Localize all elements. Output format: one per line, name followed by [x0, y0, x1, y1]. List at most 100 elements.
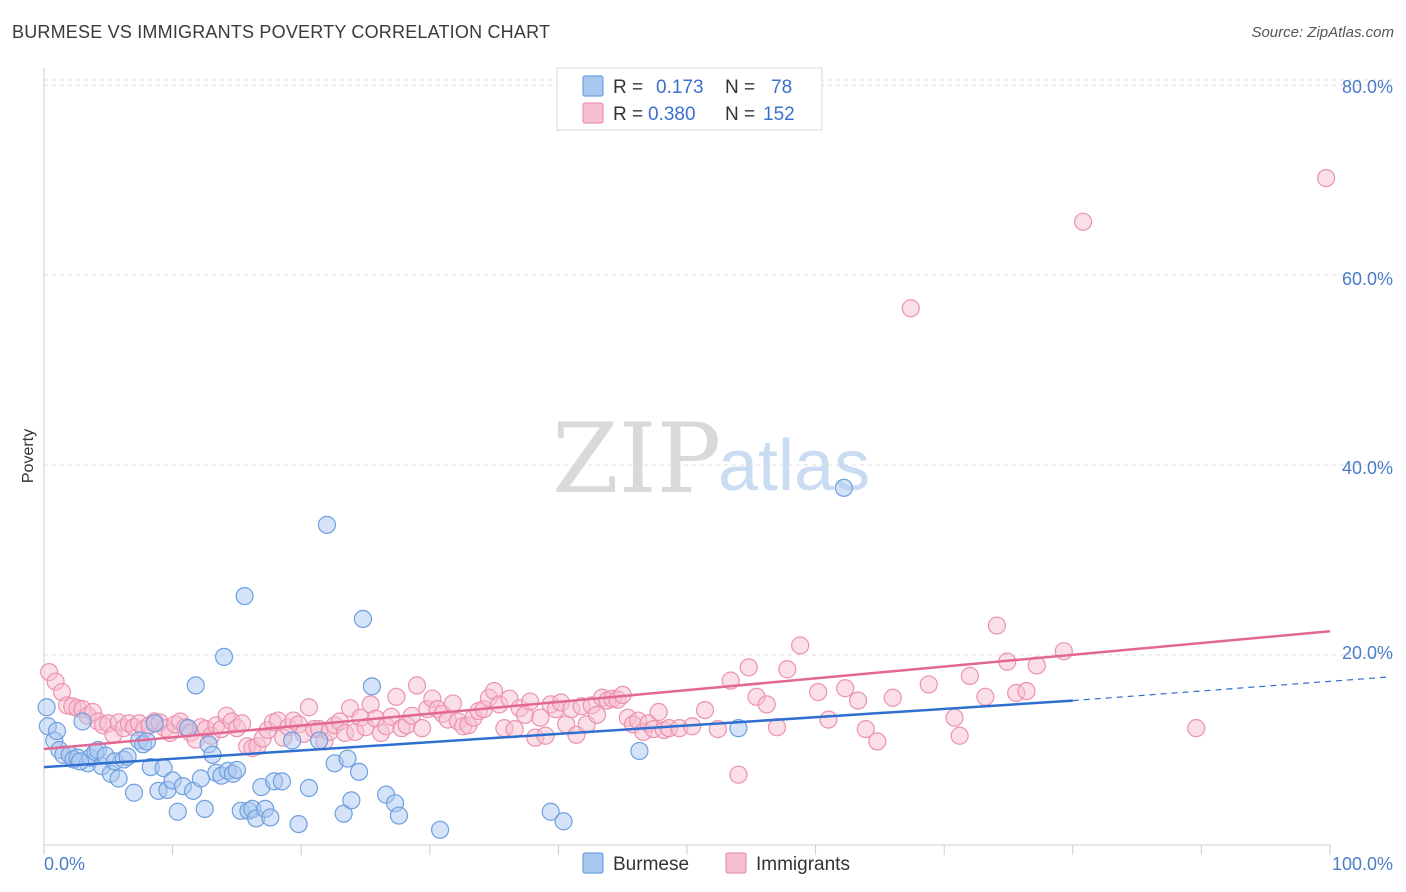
immigrants-point-50 — [299, 698, 319, 717]
legend-r-value-burmese: 0.173 — [656, 77, 704, 98]
burmese-series — [37, 478, 853, 839]
y-tick-label-40: 40.0% — [1342, 458, 1393, 478]
immigrants-point-137 — [856, 719, 875, 739]
burmese-trend-line — [43, 699, 1073, 769]
burmese-point-65 — [353, 609, 373, 629]
immigrants-point-127 — [739, 658, 758, 677]
burmese-point-2 — [47, 721, 66, 741]
immigrants-point-93 — [521, 692, 540, 711]
burmese-point-63 — [342, 791, 361, 810]
burmese-point-55 — [283, 731, 302, 750]
burmese-point-73 — [630, 741, 649, 761]
burmese-point-70 — [430, 820, 450, 839]
immigrants-point-138 — [868, 732, 887, 751]
burmese-point-20 — [124, 783, 144, 802]
chart-title: BURMESE VS IMMIGRANTS POVERTY CORRELATIO… — [12, 22, 551, 42]
burmese-point-44 — [227, 760, 246, 780]
burmese-point-66 — [362, 677, 382, 696]
burmese-point-35 — [191, 769, 210, 788]
burmese-point-59 — [317, 515, 337, 534]
legend-r-value-immigrants: 0.380 — [648, 104, 696, 125]
burmese-point-58 — [310, 731, 329, 750]
bottom-legend-swatch-immigrants — [725, 852, 747, 874]
immigrants-point-143 — [950, 726, 969, 745]
series-legend: Burmese Immigrants — [582, 852, 850, 875]
burmese-point-64 — [349, 762, 369, 781]
legend-n-label-immigrants: N = — [725, 104, 755, 125]
burmese-point-62 — [338, 749, 357, 768]
legend-n-value-immigrants: 152 — [763, 104, 795, 125]
immigrants-point-133 — [809, 682, 828, 702]
burmese-point-30 — [168, 802, 187, 821]
immigrants-point-71 — [407, 676, 427, 695]
legend-n-label-burmese: N = — [725, 77, 755, 98]
y-axis-label: Poverty — [20, 429, 37, 483]
y-tick-label-60: 60.0% — [1342, 269, 1393, 289]
legend-r-label-burmese: R = — [613, 77, 643, 98]
y-tick-label-20: 20.0% — [1342, 643, 1393, 663]
immigrants-point-135 — [836, 679, 855, 698]
immigrants-point-118 — [649, 702, 668, 722]
immigrants-point-141 — [919, 675, 938, 694]
x-tick-label-min: 0.0% — [44, 854, 85, 874]
burmese-point-57 — [299, 778, 319, 798]
legend-swatch-burmese — [582, 75, 604, 97]
immigrants-point-126 — [729, 765, 748, 784]
burmese-point-56 — [289, 814, 308, 834]
immigrants-point-134 — [819, 710, 838, 729]
burmese-point-71 — [541, 802, 560, 821]
burmese-point-75 — [834, 478, 853, 497]
burmese-point-36 — [195, 799, 214, 819]
burmese-point-34 — [186, 676, 205, 695]
source-label: Source: ZipAtlas.com — [1251, 24, 1394, 41]
immigrants-point-129 — [757, 695, 776, 714]
immigrants-point-145 — [976, 687, 995, 706]
immigrants-point-131 — [778, 660, 797, 679]
legend-r-label-immigrants: R = — [613, 104, 643, 125]
immigrants-point-152 — [1073, 212, 1093, 231]
burmese-point-74 — [729, 719, 748, 738]
immigrants-point-78 — [443, 694, 463, 713]
immigrants-point-153 — [1187, 719, 1206, 738]
burmese-point-46 — [235, 586, 254, 606]
legend-n-value-burmese: 78 — [771, 77, 792, 98]
bottom-legend-label-immigrants: Immigrants — [756, 854, 850, 875]
correlation-legend: R = 0.173 N = 78 R = 0.380 N = 152 — [556, 67, 823, 131]
burmese-point-41 — [214, 647, 234, 667]
immigrants-point-95 — [531, 708, 550, 727]
immigrants-point-144 — [960, 666, 980, 686]
y-tick-label-80: 80.0% — [1342, 77, 1393, 97]
immigrants-point-146 — [987, 616, 1007, 635]
burmese-point-8 — [73, 712, 92, 731]
immigrants-point-123 — [695, 700, 715, 720]
y-tick-labels: 20.0% 40.0% 60.0% 80.0% — [1342, 77, 1393, 663]
immigrants-point-136 — [848, 691, 868, 710]
immigrants-point-106 — [587, 705, 607, 724]
burmese-point-72 — [554, 812, 573, 831]
burmese-point-77 — [70, 752, 90, 771]
immigrants-point-154 — [1317, 169, 1336, 188]
burmese-point-23 — [137, 732, 156, 751]
immigrants-point-149 — [1017, 681, 1036, 701]
immigrants-point-142 — [945, 708, 964, 727]
burmese-point-76 — [37, 698, 56, 717]
legend-swatch-immigrants — [582, 102, 604, 124]
burmese-trend-extension — [1072, 676, 1391, 702]
watermark-zip: ZIP — [552, 403, 721, 515]
burmese-point-54 — [272, 772, 292, 791]
burmese-point-25 — [145, 714, 164, 733]
bottom-legend-swatch-burmese — [582, 852, 604, 874]
grid-lines — [44, 79, 1392, 656]
trend-lines — [43, 630, 1391, 769]
burmese-point-17 — [109, 769, 128, 788]
immigrants-point-139 — [883, 688, 902, 707]
immigrants-point-72 — [412, 719, 432, 738]
immigrants-point-67 — [387, 687, 406, 706]
bottom-legend-label-burmese: Burmese — [613, 854, 689, 875]
immigrants-point-132 — [791, 636, 810, 655]
burmese-point-69 — [389, 806, 409, 825]
x-tick-label-max: 100.0% — [1332, 854, 1393, 874]
immigrants-trend-line — [43, 630, 1331, 751]
immigrants-point-140 — [901, 299, 920, 318]
